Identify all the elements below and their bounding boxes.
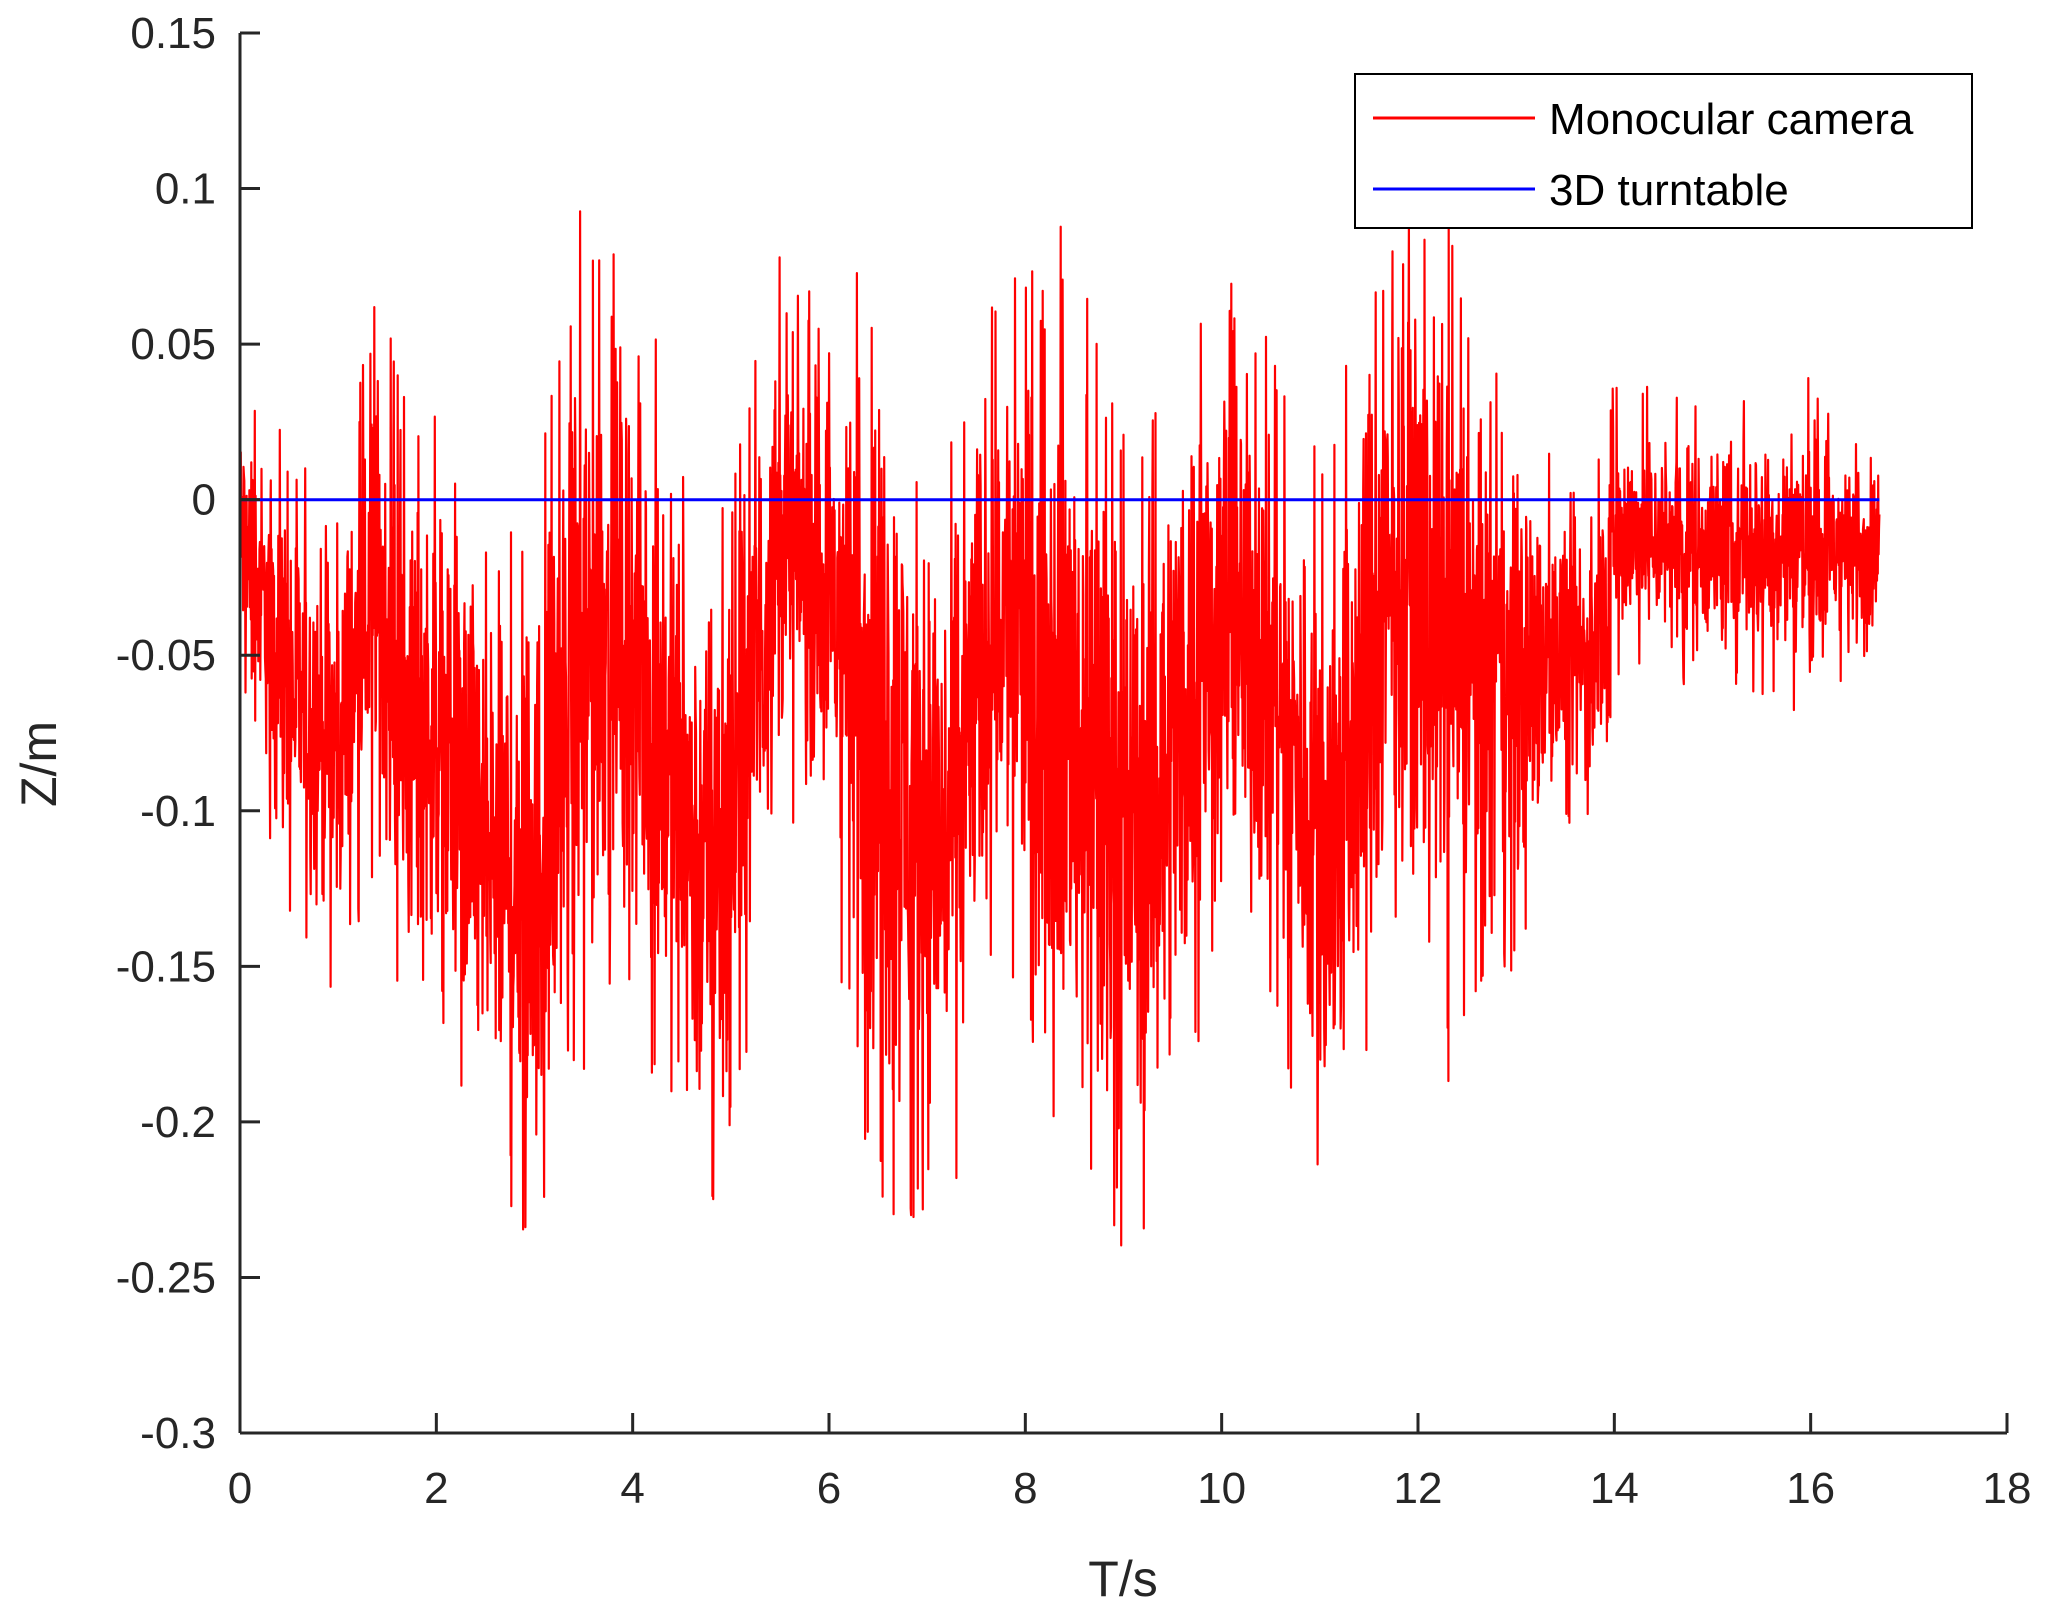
legend-box bbox=[1354, 73, 1973, 229]
x-tick-label: 0 bbox=[228, 1464, 252, 1513]
series-layer bbox=[238, 210, 1881, 1247]
y-tick-label: 0.05 bbox=[130, 320, 216, 369]
legend-label-3d-turntable: 3D turntable bbox=[1549, 166, 1789, 215]
y-tick-label: -0.25 bbox=[116, 1253, 216, 1302]
y-tick-label: -0.1 bbox=[140, 787, 216, 836]
y-axis-label: Z/m bbox=[11, 721, 67, 807]
x-tick-label: 6 bbox=[817, 1464, 841, 1513]
legend: Monocular camera 3D turntable bbox=[1354, 73, 1973, 229]
y-tick-label: -0.15 bbox=[116, 942, 216, 991]
y-tick-label: 0 bbox=[192, 476, 216, 525]
y-tick-label: -0.2 bbox=[140, 1098, 216, 1147]
series-line-monocular-camera bbox=[238, 210, 1881, 1247]
x-tick-label: 16 bbox=[1786, 1464, 1835, 1513]
x-tick-label: 2 bbox=[424, 1464, 448, 1513]
x-tick-label: 10 bbox=[1197, 1464, 1246, 1513]
x-tick-label: 14 bbox=[1590, 1464, 1639, 1513]
y-tick-label: -0.05 bbox=[116, 631, 216, 680]
y-tick-label: 0.15 bbox=[130, 9, 216, 58]
axes bbox=[238, 31, 2009, 1435]
x-tick-label: 12 bbox=[1394, 1464, 1443, 1513]
x-tick-label: 8 bbox=[1013, 1464, 1037, 1513]
y-tick-label: 0.1 bbox=[155, 165, 216, 214]
x-tick-label: 18 bbox=[1983, 1464, 2032, 1513]
legend-label-monocular-camera: Monocular camera bbox=[1549, 95, 1914, 144]
tick-labels: 0 2 4 6 8 10 12 14 16 18 0.15 0.1 0.05 0 -0.05 -0.1 -0.1… bbox=[116, 9, 2032, 1513]
y-tick-label: -0.3 bbox=[140, 1409, 216, 1458]
x-axis-label: T/s bbox=[1088, 1551, 1157, 1607]
x-tick-label: 4 bbox=[620, 1464, 644, 1513]
